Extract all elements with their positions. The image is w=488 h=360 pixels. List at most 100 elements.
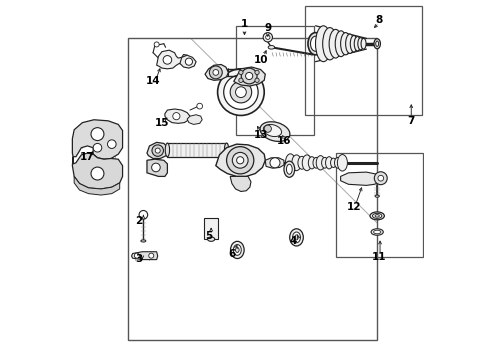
Circle shape: [263, 33, 272, 42]
Ellipse shape: [335, 31, 346, 57]
Circle shape: [264, 125, 271, 132]
Ellipse shape: [289, 229, 303, 246]
Circle shape: [265, 35, 269, 40]
Text: 7: 7: [407, 116, 414, 126]
Text: 5: 5: [204, 231, 212, 240]
Polygon shape: [72, 153, 122, 189]
Ellipse shape: [263, 125, 281, 136]
Ellipse shape: [235, 247, 239, 252]
Circle shape: [269, 158, 280, 168]
Circle shape: [93, 143, 102, 152]
Circle shape: [217, 69, 264, 116]
Ellipse shape: [325, 157, 332, 169]
Ellipse shape: [207, 225, 214, 229]
Circle shape: [139, 211, 147, 219]
Ellipse shape: [375, 41, 378, 46]
Circle shape: [223, 75, 258, 109]
Circle shape: [377, 175, 383, 181]
Polygon shape: [340, 172, 382, 185]
Ellipse shape: [353, 37, 360, 51]
Circle shape: [238, 70, 243, 75]
Ellipse shape: [267, 45, 274, 49]
Ellipse shape: [374, 195, 379, 197]
Ellipse shape: [370, 229, 383, 235]
Bar: [167, 143, 226, 157]
Text: 15: 15: [155, 118, 169, 128]
Ellipse shape: [207, 237, 214, 241]
Ellipse shape: [334, 157, 340, 168]
Text: 12: 12: [346, 202, 360, 212]
Polygon shape: [74, 176, 120, 195]
Ellipse shape: [328, 30, 341, 58]
Ellipse shape: [316, 156, 324, 170]
Text: 11: 11: [371, 252, 386, 262]
Ellipse shape: [349, 36, 357, 52]
Bar: [335, 153, 422, 257]
Text: 1: 1: [241, 19, 247, 29]
Ellipse shape: [337, 154, 346, 171]
Ellipse shape: [233, 244, 241, 255]
Text: 4: 4: [288, 236, 296, 246]
Ellipse shape: [373, 39, 380, 49]
Ellipse shape: [141, 240, 145, 242]
Ellipse shape: [330, 158, 336, 167]
Circle shape: [196, 103, 202, 109]
Circle shape: [172, 113, 180, 120]
Text: 6: 6: [228, 248, 235, 258]
Ellipse shape: [230, 241, 244, 258]
Ellipse shape: [294, 235, 298, 240]
Text: 14: 14: [145, 76, 160, 86]
Circle shape: [245, 72, 252, 80]
Ellipse shape: [345, 34, 353, 53]
Ellipse shape: [260, 122, 289, 141]
Bar: [203, 218, 218, 239]
Circle shape: [254, 78, 259, 82]
Ellipse shape: [322, 28, 336, 60]
Ellipse shape: [292, 232, 300, 243]
Ellipse shape: [321, 157, 327, 168]
Ellipse shape: [340, 33, 350, 55]
Polygon shape: [156, 50, 188, 69]
Circle shape: [151, 163, 160, 172]
Ellipse shape: [360, 39, 366, 49]
Ellipse shape: [302, 155, 311, 171]
Polygon shape: [72, 120, 122, 159]
Polygon shape: [147, 142, 168, 158]
Ellipse shape: [284, 161, 294, 177]
Circle shape: [373, 172, 386, 185]
Circle shape: [91, 167, 104, 180]
Circle shape: [148, 253, 153, 258]
Circle shape: [107, 140, 116, 148]
Circle shape: [238, 78, 243, 82]
Ellipse shape: [315, 26, 330, 62]
Circle shape: [154, 42, 159, 47]
Ellipse shape: [374, 215, 379, 217]
Ellipse shape: [369, 212, 384, 220]
Circle shape: [163, 55, 171, 64]
Circle shape: [91, 128, 104, 140]
Ellipse shape: [291, 155, 301, 171]
Circle shape: [236, 157, 244, 164]
Circle shape: [209, 66, 222, 79]
Ellipse shape: [307, 33, 323, 55]
Circle shape: [185, 58, 192, 65]
Text: 8: 8: [375, 15, 382, 26]
Ellipse shape: [297, 156, 305, 169]
Polygon shape: [180, 55, 196, 68]
Polygon shape: [131, 252, 158, 260]
Bar: [128, 39, 376, 339]
Circle shape: [232, 152, 247, 168]
Polygon shape: [215, 144, 265, 176]
Text: 10: 10: [253, 55, 267, 65]
Circle shape: [230, 81, 251, 103]
Ellipse shape: [310, 36, 320, 51]
Circle shape: [155, 148, 160, 153]
Text: 16: 16: [276, 136, 290, 145]
Circle shape: [226, 147, 253, 174]
Ellipse shape: [357, 38, 363, 50]
Circle shape: [134, 253, 139, 258]
Polygon shape: [187, 115, 202, 125]
Bar: [305, 6, 421, 116]
Text: 2: 2: [135, 216, 142, 226]
Circle shape: [152, 145, 163, 156]
